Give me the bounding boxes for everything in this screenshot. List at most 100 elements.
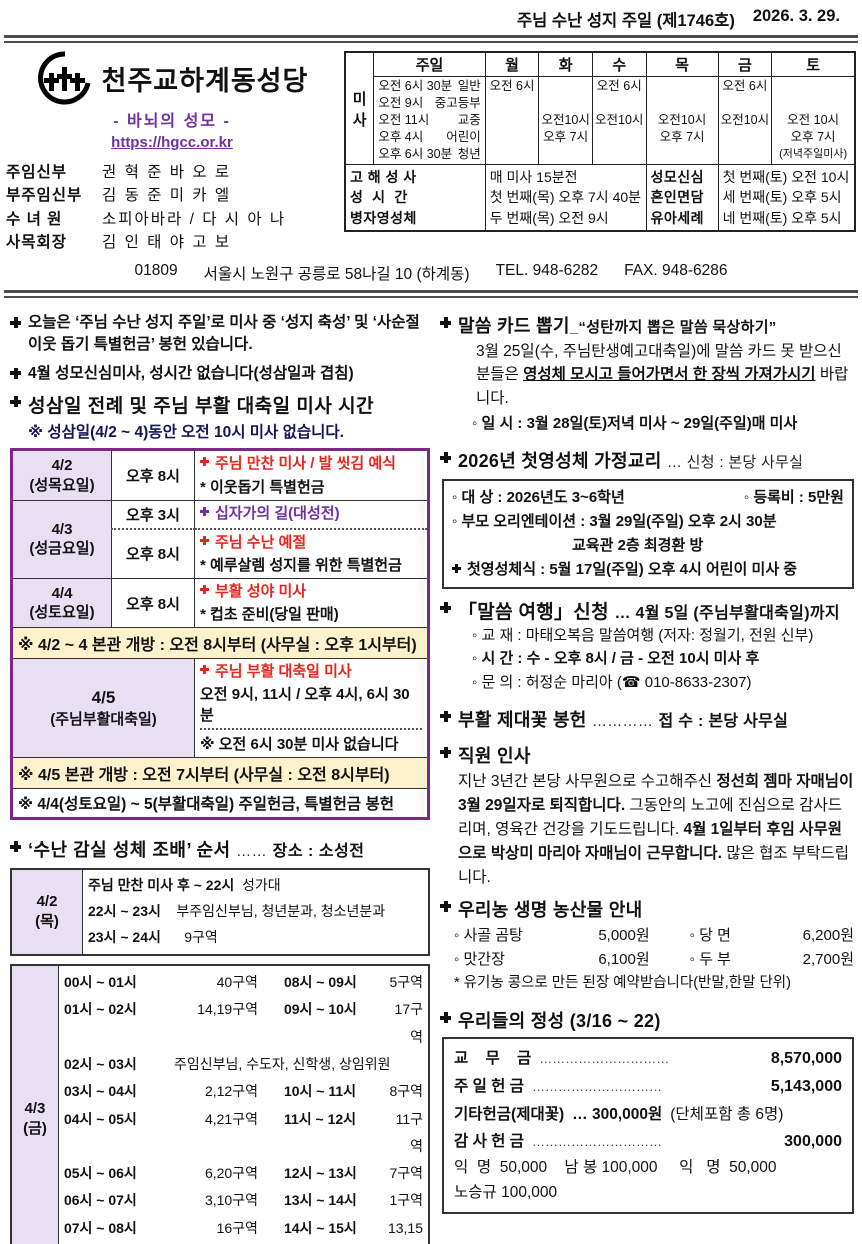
offering-row: 기타헌금(제대꽃)… 300,000원 (단체포함 총 6명)	[454, 1106, 784, 1124]
catechesis-title: 2026년 첫영성체 가정교리	[458, 451, 662, 471]
church-name: 천주교하계동성당	[101, 65, 309, 96]
cross-icon	[200, 535, 209, 545]
farm-section: 우리농 생명 농산물 안내	[440, 896, 854, 922]
cross-icon	[440, 710, 451, 722]
table-row: 4/5 (주님부활대축일) 주님 부활 대축일 미사 오전 9시, 11시 / 오…	[11, 658, 429, 759]
catechesis-section: 2026년 첫영성체 가정교리 … 신청 : 본당 사무실	[440, 447, 854, 473]
offering-row: 감 사 헌 금………………………… 300,000	[454, 1133, 842, 1151]
cross-icon	[440, 746, 451, 758]
header-rule	[4, 290, 858, 298]
left-column: 오늘은 ‘주님 수난 성지 주일’로 미사 중 ‘성지 축성’ 및 ‘사순절 이…	[10, 308, 430, 1244]
staff-name: 권 혁 준 바 오 로	[102, 164, 232, 181]
journey-book: ◦ 교 재 : 마태오복음 말씀여행 (저자: 정월기, 전원 신부)	[472, 627, 814, 644]
table-row: 4/3 (성금요일) 오후 3시 십자가의 길(대성전)	[11, 499, 429, 579]
staff-row: 사목회장 김 인 태 야 고 보	[6, 231, 338, 254]
date-cell: 4/2 (성목요일)	[11, 449, 112, 501]
sacrament-labels-right: 성모신심 혼인면담 유아세례	[645, 163, 719, 232]
staff-role: 사목회장	[6, 233, 68, 251]
word-journey-section: 「말씀 여행」신청 … 4월 5일 (주님부활대축일)까지 ◦ 교 재 : 마태…	[440, 597, 854, 694]
staff-name: 김 인 태 야 고 보	[102, 233, 232, 251]
table-row: 오후 8시 주님 수난 예절 * 예루살렘 성지를 위한 특별헌금	[12, 528, 429, 579]
cross-icon	[200, 507, 209, 517]
journey-contact: ◦ 문 의 : 허정순 마리아 (☎ 010-8633-2307)	[472, 673, 752, 691]
offering-note-cell: ※ 4/4(성토요일) ~ 5(부활대축일) 주일헌금, 특별헌금 봉헌	[11, 788, 429, 820]
church-block: 천주교하계동성당 - 바뇌의 성모 - https://hgcc.or.kr 주…	[6, 51, 338, 254]
open-note-cell: ※ 4/5 본관 개방 : 오전 7시부터 (사무실 : 오전 8시부터)	[11, 757, 429, 790]
table-row: ※ 4/2 ~ 4 본관 개방 : 오전 8시부터 (사무실 : 오후 1시부터…	[11, 627, 429, 660]
cross-icon	[452, 564, 461, 573]
word-card-when: ◦ 일 시 : 3월 28일(토)저녁 미사 ~ 29일(주일)매 미사	[472, 414, 798, 432]
word-card-section: 말씀 카드 뽑기_“성탄까지 뽑은 말씀 묵상하기” 3월 25일(수, 주님탄…	[440, 312, 854, 435]
day-header: 주일	[373, 51, 486, 77]
monday-masses: 오전 6시	[484, 76, 540, 165]
farm-row: ◦ 맛간장 6,100원 ◦ 두 부 2,700원	[454, 950, 854, 968]
catechesis-box: ◦ 대 상 : 2026년도 3~6학년 ◦ 등록비 : 5만원 ◦ 부모 오리엔…	[442, 479, 854, 589]
cross-icon	[440, 452, 451, 463]
triduum-table: 4/2 (성목요일) 오후 8시 주님 만찬 미사 / 발 씻김 예식 * 이웃돕…	[10, 448, 430, 821]
friday-masses: 오전 6시 오전10시	[717, 76, 773, 165]
cross-icon	[10, 396, 21, 408]
date-cell: 4/3 (성금요일)	[11, 499, 112, 579]
staff-list: 주임신부 권 혁 준 바 오 로 부주임신부 김 동 준 미 카 엘 수 녀 원 소피…	[6, 161, 338, 254]
staff-news-title: 직원 인사	[458, 745, 531, 766]
offerings-title: 우리들의 정성 (3/16 ~ 22)	[458, 1011, 661, 1032]
fax: FAX. 948-6286	[624, 262, 728, 279]
adoration-place: 장소 : 소성전	[272, 843, 365, 861]
cross-icon	[440, 602, 451, 613]
adoration-table-day1: 4/2 (목) 주님 만찬 미사 후 ~ 22시 성가대 22시 ~ 23시 부주…	[10, 868, 430, 957]
time-cell: 오후 8시	[111, 528, 195, 579]
offerings-box: 교 무 금………………………… 8,570,000 주 일 헌 금………………………	[442, 1037, 854, 1214]
church-url-link[interactable]: https://hgcc.or.kr	[111, 134, 233, 151]
staff-name: 김 동 준 미 카 엘	[102, 187, 232, 205]
notice-april-devotion: 4월 성모신심미사, 성시간 없습니다(성삼일과 겹침)	[10, 363, 430, 385]
thursday-masses: 오전10시 오후 7시	[645, 76, 719, 165]
table-row: 4/2 (목) 주님 만찬 미사 후 ~ 22시 성가대 22시 ~ 23시 부주…	[10, 868, 430, 956]
staff-news-body: 지난 3년간 본당 사무원으로 수고해주신 정선희 젬마 자매님이 3월 29일…	[458, 772, 854, 886]
time-cell: 오후 8시	[111, 577, 195, 629]
schedule-cell: 00시 ~ 01시 40구역 08시 ~ 09시 5구역 01시 ~ 02시 14,19…	[57, 964, 430, 1244]
date-cell: 4/2 (목)	[10, 868, 83, 956]
date-cell: 4/5 (주님부활대축일)	[11, 658, 195, 759]
issue-date: 2026. 3. 29.	[752, 7, 840, 25]
notice-triduum-title: 성삼일 전례 및 주님 부활 대축일 미사 시간 ※ 성삼일(4/2 ~ 4)동…	[10, 391, 430, 448]
sacrament-labels-left: 고 해 성 사 성 시 간 병자영성체	[344, 163, 486, 232]
table-row: 4/2 (성목요일) 오후 8시 주님 만찬 미사 / 발 씻김 예식 * 이웃돕…	[11, 449, 429, 501]
day-header: 토	[771, 51, 856, 77]
donor-line: 익 명 50,000 남 봉 100,000 익 명 50,000	[454, 1159, 777, 1177]
cross-icon	[200, 457, 209, 467]
word-card-title: 말씀 카드 뽑기	[458, 316, 570, 336]
event-cell: 십자가의 길(대성전)	[194, 499, 429, 530]
date-cell: 4/3 (금)	[10, 964, 59, 1244]
easter-flowers-section: 부활 제대꽃 봉헌 ………… 접 수 : 본당 사무실	[440, 706, 854, 732]
word-card-subtitle: _“성탄까지 뽑은 말씀 묵상하기”	[569, 319, 777, 336]
postal-code: 01809	[134, 262, 178, 279]
staff-row: 부주임신부 김 동 준 미 카 엘	[6, 184, 338, 207]
sunday-masses: 오전 6시 30분 일반 오전 9시 중고등부 오전 11시 교중 오후 4시 어린이 …	[373, 76, 486, 165]
issue-line: 주님 수난 성지 주일 (제1746호) 2026. 3. 29.	[0, 0, 862, 35]
date-cell: 4/4 (성토요일)	[11, 577, 112, 629]
cross-icon	[440, 900, 451, 912]
donor-line: 노승규 100,000	[454, 1183, 558, 1201]
cross-icon	[440, 317, 451, 328]
flowers-where: 접 수 : 본당 사무실	[658, 712, 789, 730]
cross-icon	[200, 665, 209, 675]
sacrament-values-right: 첫 번째(토) 오전 10시 세 번째(토) 오후 5시 네 번째(토) 오후 …	[717, 163, 856, 232]
offering-row: 교 무 금………………………… 8,570,000	[454, 1050, 842, 1068]
header: 천주교하계동성당 - 바뇌의 성모 - https://hgcc.or.kr 주…	[0, 43, 862, 256]
journey-title: 「말씀 여행」신청	[458, 602, 609, 623]
event-cell: 주님 만찬 미사 / 발 씻김 예식 * 이웃돕기 특별헌금	[194, 449, 429, 501]
farm-note: * 유기농 콩으로 만든 된장 예약받습니다(반말,한말 단위)	[454, 974, 791, 991]
day-header: 금	[717, 51, 773, 77]
day-header: 목	[645, 51, 719, 77]
offerings-section: 우리들의 정성 (3/16 ~ 22)	[440, 1007, 854, 1033]
table-row: 4/4 (성토요일) 오후 8시 부활 성야 미사 * 컵초 준비(당일 판매)	[11, 577, 429, 629]
journey-deadline: … 4월 5일 (주님부활대축일)까지	[614, 605, 840, 622]
table-row: ※ 4/5 본관 개방 : 오전 7시부터 (사무실 : 오전 8시부터)	[11, 757, 429, 790]
phone: TEL. 948-6282	[495, 262, 599, 279]
day-header: 수	[591, 51, 647, 77]
adoration-title: ‘수난 감실 성체 조배’ 순서	[28, 840, 231, 861]
staff-role: 주임신부	[6, 164, 68, 181]
flowers-title: 부활 제대꽃 봉헌	[458, 709, 587, 730]
